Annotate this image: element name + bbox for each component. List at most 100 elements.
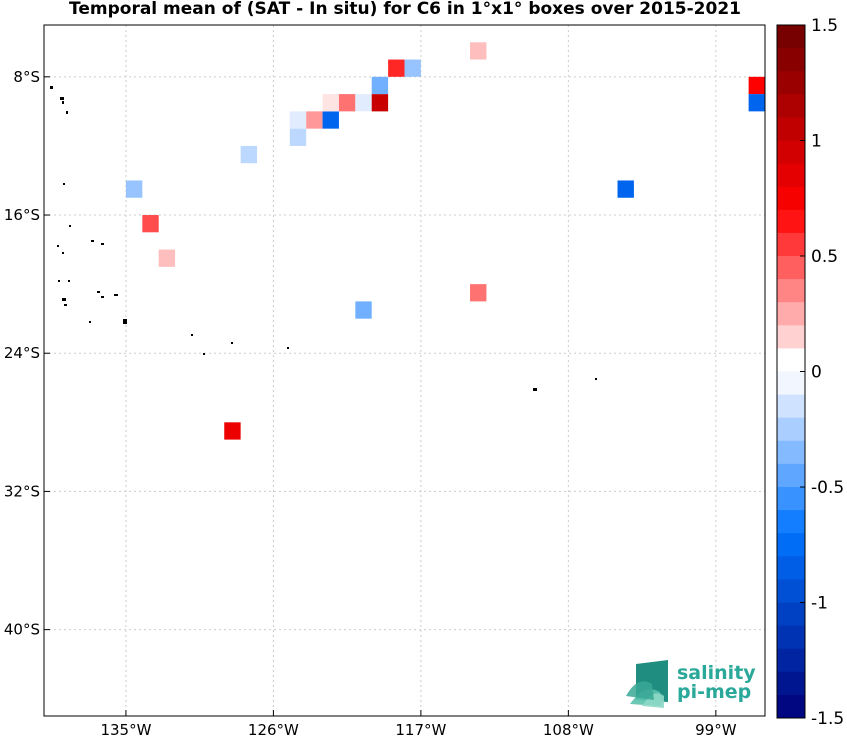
x-tick-label: 126°W xyxy=(248,721,299,739)
logo-waves-icon xyxy=(626,660,668,708)
colorbar-segment xyxy=(777,417,805,442)
colorbar-ticks: 1.5 1 0.5 0 -0.5 -1 -1.5 xyxy=(800,16,844,729)
data-cell xyxy=(617,180,634,198)
colorbar-segment xyxy=(777,232,805,257)
island xyxy=(97,291,100,293)
data-cells xyxy=(125,42,765,440)
colorbar-tick-label: 0 xyxy=(811,363,822,383)
data-cell xyxy=(306,111,323,129)
colorbar-segment xyxy=(777,625,805,650)
colorbar-segment xyxy=(777,671,805,696)
data-cell xyxy=(371,76,389,95)
data-cell xyxy=(142,215,159,233)
island xyxy=(68,280,70,282)
colorbar-tick-label: 1.5 xyxy=(811,16,838,36)
colorbar-segment xyxy=(777,556,805,580)
data-cell xyxy=(355,94,372,112)
colorbar-tick-label: -1 xyxy=(811,594,828,614)
chart-title: Temporal mean of (SAT - In situ) for C6 … xyxy=(69,0,741,19)
colorbar-segment xyxy=(777,533,805,557)
colorbar-segment xyxy=(777,186,805,211)
island xyxy=(58,280,60,282)
colorbar-segment xyxy=(777,256,805,280)
salinity-pi-mep-logo: salinity pi-mep xyxy=(626,660,756,708)
data-cell xyxy=(355,301,372,319)
data-cell xyxy=(322,111,339,129)
data-cell xyxy=(748,94,765,112)
x-tick-label: 117°W xyxy=(395,721,446,739)
land-islands xyxy=(50,86,597,391)
island xyxy=(63,183,65,185)
colorbar-segment xyxy=(777,279,805,303)
colorbar-segment xyxy=(777,48,805,72)
colorbar-segment xyxy=(777,463,805,488)
data-cell xyxy=(404,59,421,77)
data-cell xyxy=(289,111,307,129)
x-axis-ticks: 135°W 126°W 117°W 108°W 99°W xyxy=(100,710,737,739)
colorbar-tick-label: -1.5 xyxy=(811,709,844,729)
island xyxy=(123,319,127,324)
island xyxy=(595,378,597,380)
colorbar-segment xyxy=(777,140,805,165)
plot-frame xyxy=(44,25,765,716)
island xyxy=(62,101,64,104)
colorbar-segment xyxy=(777,579,805,603)
colorbar-tick-label: 1 xyxy=(811,132,822,152)
island xyxy=(203,353,205,355)
island xyxy=(114,294,118,296)
data-cell xyxy=(470,42,487,60)
colorbar-segment xyxy=(777,394,805,419)
colorbar-tick-label: -0.5 xyxy=(811,478,844,498)
island xyxy=(60,97,64,100)
colorbar-segment xyxy=(777,348,805,372)
colorbar: 1.5 1 0.5 0 -0.5 -1 -1.5 xyxy=(776,16,844,729)
y-tick-label: 16°S xyxy=(4,206,40,224)
y-tick-label: 8°S xyxy=(13,68,40,86)
data-cell xyxy=(240,145,258,164)
island xyxy=(62,252,64,254)
island xyxy=(231,342,233,344)
y-tick-label: 32°S xyxy=(4,482,40,500)
data-cell xyxy=(748,76,765,95)
x-tick-label: 135°W xyxy=(100,721,151,739)
colorbar-segment xyxy=(777,94,805,118)
data-cell xyxy=(371,94,389,112)
colorbar-segment xyxy=(777,510,805,534)
colorbar-tick-label: 0.5 xyxy=(811,247,838,267)
island xyxy=(91,240,94,242)
logo-text-salinity: salinity xyxy=(677,662,756,684)
colorbar-segment xyxy=(777,694,805,719)
colorbar-segment xyxy=(777,209,805,234)
island xyxy=(64,304,67,306)
x-tick-label: 108°W xyxy=(543,721,594,739)
colorbar-segment xyxy=(777,648,805,673)
colorbar-segment xyxy=(777,440,805,465)
logo-text-pi-mep: pi-mep xyxy=(677,681,751,703)
island xyxy=(62,298,66,301)
plot-area: 135°W 126°W 117°W 108°W 99°W 8°S 16°S 24°S 32°S… xyxy=(4,24,766,739)
data-cell xyxy=(158,249,176,267)
colorbar-segment xyxy=(777,371,805,396)
colorbar-segment xyxy=(777,302,805,326)
data-cell xyxy=(470,284,487,302)
data-cell xyxy=(388,59,405,77)
x-tick-label: 99°W xyxy=(695,721,737,739)
island xyxy=(533,388,537,391)
colorbar-segment xyxy=(777,117,805,141)
island xyxy=(89,321,91,323)
y-tick-label: 24°S xyxy=(4,344,40,362)
island xyxy=(191,334,193,336)
island xyxy=(66,111,68,114)
island xyxy=(50,86,53,89)
data-cell xyxy=(125,180,143,198)
colorbar-segment xyxy=(777,325,805,349)
colorbar-segment xyxy=(777,163,805,188)
colorbar-segment xyxy=(777,25,805,49)
y-axis-ticks: 8°S 16°S 24°S 32°S 40°S xyxy=(4,68,50,639)
island xyxy=(57,245,59,247)
colorbar-segment xyxy=(777,487,805,511)
colorbar-segments xyxy=(777,25,805,719)
island xyxy=(101,296,104,298)
island xyxy=(101,243,104,245)
